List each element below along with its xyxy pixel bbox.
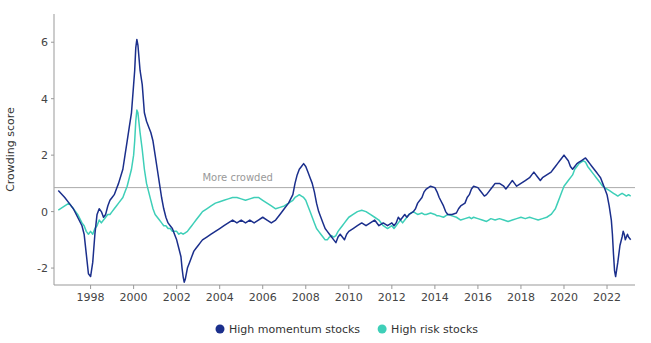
- x-tick-label: 2018: [507, 291, 535, 304]
- x-tick-label: 2014: [421, 291, 449, 304]
- x-tick: [434, 285, 435, 289]
- x-tick-label: 2010: [335, 291, 363, 304]
- legend: High momentum stocks High risk stocks: [216, 323, 479, 336]
- x-tick-label: 2004: [206, 291, 234, 304]
- y-tick: [51, 42, 54, 43]
- y-axis-label: Crowding score: [4, 107, 17, 192]
- x-tick: [262, 285, 263, 289]
- y-tick-label: 0: [41, 206, 48, 219]
- y-tick-label: 6: [41, 36, 48, 49]
- legend-label: High momentum stocks: [229, 323, 360, 336]
- y-tick-label: -2: [37, 262, 48, 275]
- reference-line: [54, 187, 635, 188]
- background: [0, 0, 651, 343]
- y-tick-label: 2: [41, 149, 48, 162]
- series-line: [58, 110, 630, 240]
- legend-marker: [378, 325, 387, 334]
- plot-area: [54, 39, 635, 282]
- annotation: More crowded: [202, 172, 273, 183]
- x-tick: [348, 285, 349, 289]
- series-line: [58, 39, 630, 282]
- x-tick-label: 2000: [120, 291, 148, 304]
- x-tick: [607, 285, 608, 289]
- chart-container: 1998 2000 2002 2004 2006 2008 2010 2012 2014 2016…: [0, 0, 651, 343]
- y-tick: [51, 211, 54, 212]
- x-tick: [391, 285, 392, 289]
- x-tick: [90, 285, 91, 289]
- chart-svg: 1998 2000 2002 2004 2006 2008 2010 2012 2014 2016…: [0, 0, 651, 343]
- x-tick: [477, 285, 478, 289]
- x-tick-label: 2022: [593, 291, 621, 304]
- x-tick-label: 2020: [550, 291, 578, 304]
- x-tick-label: 1998: [77, 291, 105, 304]
- y-axis-line: [54, 14, 55, 285]
- x-tick: [176, 285, 177, 289]
- legend-label: High risk stocks: [391, 323, 478, 336]
- y-tick: [51, 98, 54, 99]
- legend-marker: [216, 325, 225, 334]
- y-tick-label: 4: [41, 93, 48, 106]
- x-tick-label: 2008: [292, 291, 320, 304]
- legend-item: High momentum stocks: [216, 323, 361, 336]
- x-tick: [219, 285, 220, 289]
- x-tick: [305, 285, 306, 289]
- y-tick: [51, 155, 54, 156]
- x-tick-label: 2012: [378, 291, 406, 304]
- x-axis-line: [54, 285, 635, 286]
- x-tick: [133, 285, 134, 289]
- x-tick: [520, 285, 521, 289]
- x-tick-label: 2006: [249, 291, 277, 304]
- legend-item: High risk stocks: [378, 323, 479, 336]
- x-tick: [563, 285, 564, 289]
- x-tick-label: 2002: [163, 291, 191, 304]
- y-tick: [51, 268, 54, 269]
- x-tick-label: 2016: [464, 291, 492, 304]
